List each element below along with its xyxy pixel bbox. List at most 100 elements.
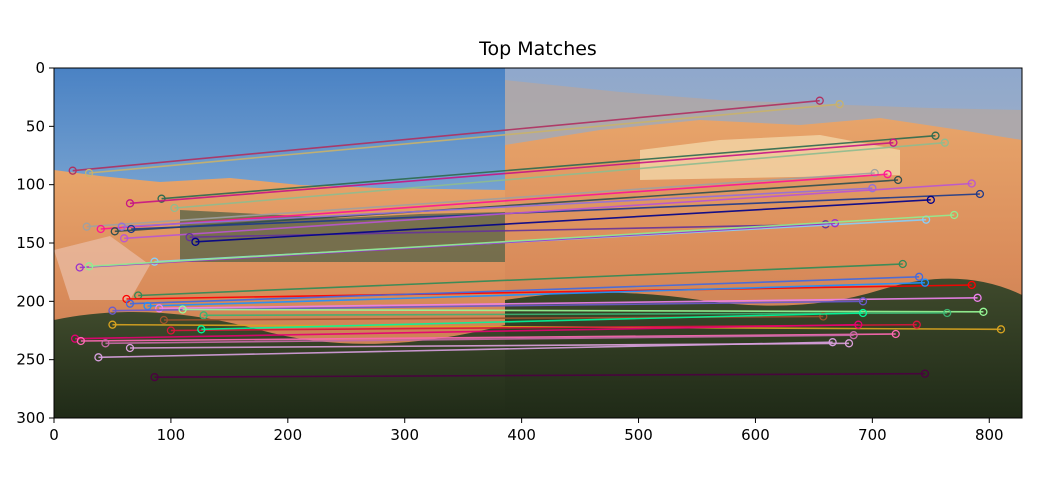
keypoint-marker bbox=[170, 203, 179, 213]
match-line bbox=[161, 134, 936, 200]
y-tick-label: 300 bbox=[16, 409, 45, 427]
y-tick-label: 200 bbox=[16, 292, 45, 310]
keypoint-marker bbox=[84, 168, 94, 178]
keypoint-marker bbox=[940, 138, 949, 147]
match-line bbox=[147, 281, 925, 307]
x-tick-label: 400 bbox=[507, 426, 536, 444]
x-tick-label: 500 bbox=[624, 426, 653, 444]
keypoint-marker bbox=[898, 259, 907, 269]
x-tick-label: 200 bbox=[273, 426, 302, 444]
keypoint-marker bbox=[858, 308, 868, 318]
x-tick-label: 700 bbox=[858, 426, 887, 444]
keypoint-marker bbox=[891, 329, 900, 339]
keypoint-marker bbox=[166, 326, 176, 335]
keypoint-marker bbox=[819, 312, 828, 321]
keypoint-marker bbox=[178, 305, 187, 314]
x-tick-label: 0 bbox=[49, 426, 59, 444]
y-tick-label: 50 bbox=[26, 117, 45, 135]
keypoint-marker bbox=[155, 304, 164, 313]
keypoint-marker bbox=[849, 331, 858, 340]
match-line bbox=[80, 333, 896, 342]
keypoint-marker bbox=[858, 297, 868, 306]
keypoint-marker bbox=[75, 263, 84, 272]
keypoint-marker bbox=[117, 222, 126, 231]
keypoint-marker bbox=[108, 320, 117, 329]
x-tick-label: 600 bbox=[741, 426, 770, 444]
keypoint-marker bbox=[84, 262, 94, 271]
keypoint-marker bbox=[150, 373, 159, 382]
match-line bbox=[89, 214, 955, 268]
keypoint-marker bbox=[979, 307, 988, 316]
keypoint-marker bbox=[119, 234, 129, 243]
keypoint-marker bbox=[943, 308, 952, 318]
match-line bbox=[114, 179, 899, 233]
y-tick-label: 150 bbox=[16, 234, 45, 252]
keypoint-marker bbox=[914, 272, 924, 281]
keypoint-marker bbox=[830, 219, 840, 228]
keypoint-marker bbox=[868, 184, 877, 193]
keypoint-marker bbox=[159, 315, 169, 325]
x-axis: 0 100 200 300 400 500 600 700 800 bbox=[49, 418, 1004, 444]
keypoint-marker bbox=[82, 222, 91, 231]
keypoint-marker bbox=[94, 353, 103, 362]
keypoint-marker bbox=[125, 299, 135, 308]
match-line bbox=[129, 276, 920, 305]
match-line bbox=[131, 193, 980, 230]
keypoint-marker bbox=[835, 100, 844, 109]
keypoint-marker bbox=[883, 170, 892, 179]
y-axis: 0 50 100 150 200 250 300 bbox=[16, 59, 54, 427]
match-line bbox=[72, 99, 820, 172]
match-line bbox=[75, 323, 859, 340]
keypoint-marker bbox=[973, 293, 982, 302]
keypoint-marker bbox=[197, 325, 206, 334]
keypoint-marker bbox=[920, 369, 930, 378]
keypoint-marker bbox=[893, 175, 903, 185]
keypoint-marker bbox=[996, 325, 1006, 334]
match-line bbox=[138, 263, 903, 297]
keypoint-marker bbox=[912, 320, 921, 329]
keypoint-marker bbox=[68, 166, 77, 175]
match-line bbox=[159, 297, 978, 310]
match-line bbox=[174, 141, 945, 209]
match-line bbox=[98, 341, 833, 359]
match-line bbox=[126, 284, 972, 300]
match-line bbox=[189, 223, 826, 238]
y-tick-label: 100 bbox=[16, 176, 45, 194]
keypoint-marker bbox=[967, 280, 976, 290]
keypoint-marker bbox=[828, 338, 837, 347]
match-line bbox=[154, 372, 925, 378]
keypoint-marker bbox=[110, 227, 119, 236]
chart-title: Top Matches bbox=[478, 38, 597, 60]
keypoint-marker bbox=[931, 131, 940, 140]
match-line bbox=[88, 103, 840, 174]
match-lines bbox=[68, 96, 1006, 382]
keypoint-marker bbox=[967, 179, 976, 188]
keypoint-marker bbox=[157, 194, 166, 203]
keypoint-marker bbox=[125, 199, 135, 208]
keypoint-marker bbox=[854, 320, 863, 329]
keypoint-marker bbox=[844, 339, 854, 348]
keypoint-marker bbox=[101, 339, 110, 348]
match-line bbox=[105, 334, 854, 345]
keypoint-marker bbox=[127, 224, 136, 234]
y-tick-label: 0 bbox=[35, 59, 45, 77]
keypoint-marker bbox=[926, 195, 935, 204]
keypoint-marker bbox=[76, 336, 86, 346]
keypoint-marker bbox=[199, 311, 208, 320]
keypoint-marker bbox=[870, 168, 879, 178]
match-line bbox=[86, 172, 875, 228]
keypoint-marker bbox=[815, 96, 824, 105]
keypoint-marker bbox=[191, 237, 200, 246]
x-tick-label: 100 bbox=[157, 426, 186, 444]
match-line bbox=[129, 141, 894, 205]
keypoint-marker bbox=[108, 306, 117, 315]
match-line bbox=[124, 182, 972, 240]
match-line bbox=[195, 199, 931, 243]
keypoint-marker bbox=[920, 278, 930, 287]
keypoint-marker bbox=[889, 138, 898, 147]
x-tick-label: 300 bbox=[390, 426, 419, 444]
match-line bbox=[182, 308, 984, 313]
match-line bbox=[201, 312, 864, 331]
keypoint-marker bbox=[975, 189, 985, 199]
